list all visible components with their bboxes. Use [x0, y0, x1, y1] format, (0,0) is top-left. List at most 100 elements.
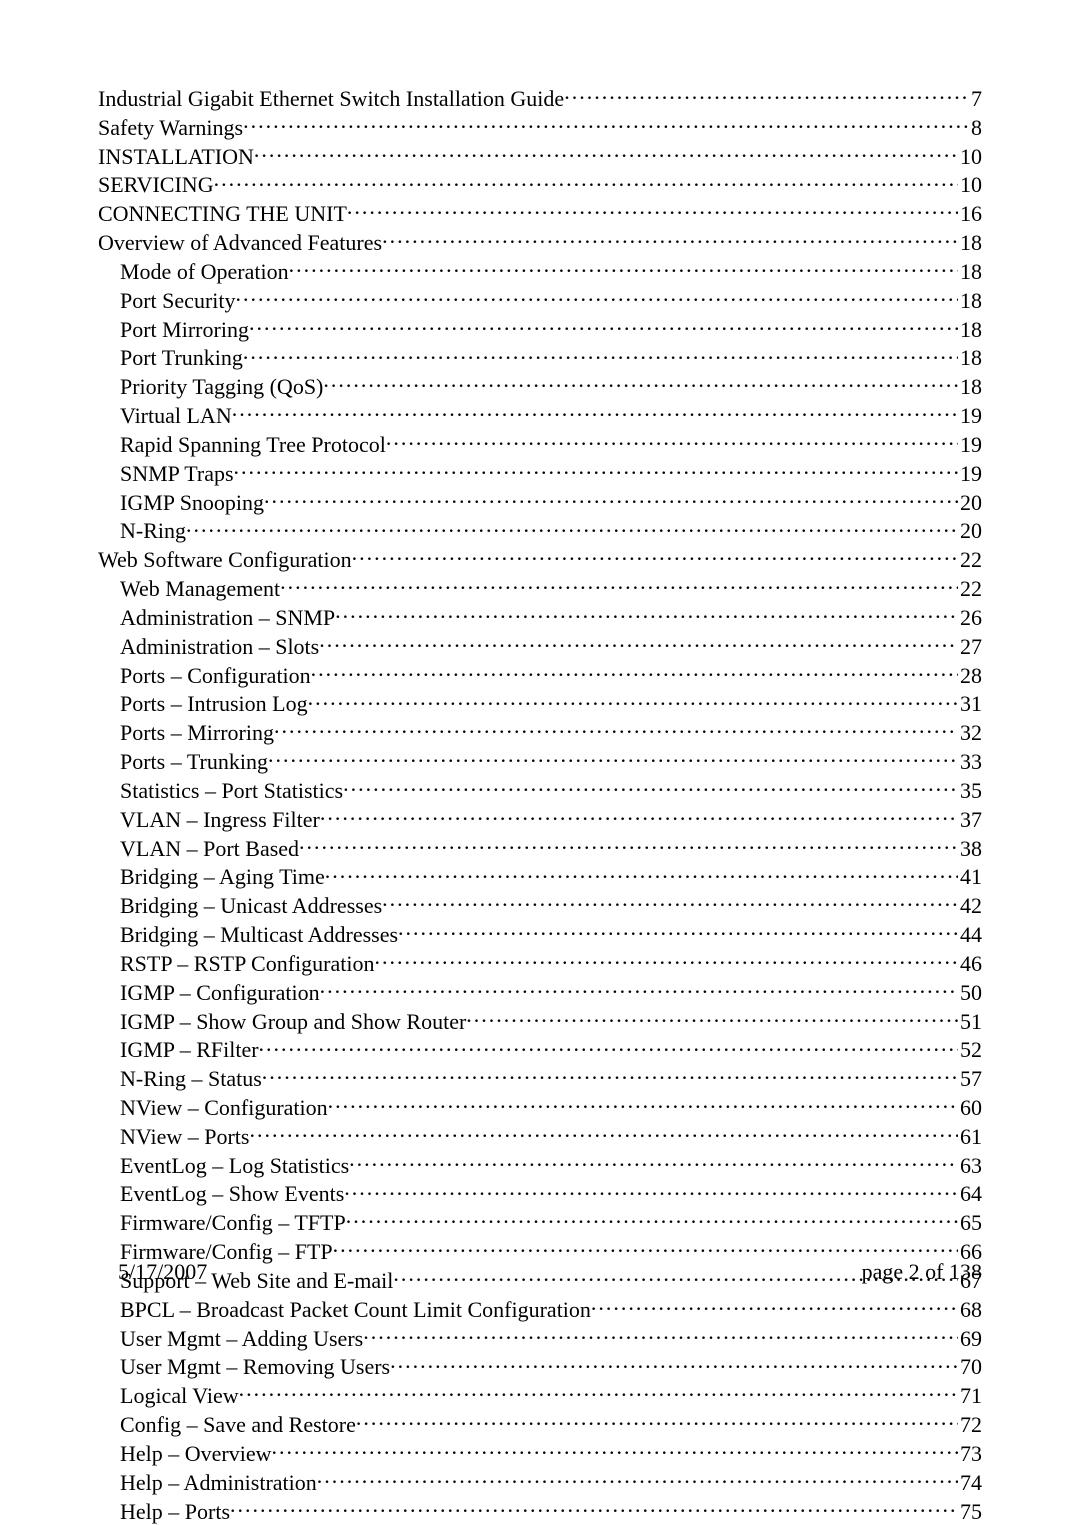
toc-entry-title: Help – Overview — [120, 1441, 272, 1468]
toc-leader-dots — [274, 718, 958, 740]
toc-leader-dots — [239, 1381, 958, 1403]
toc-entry-page: 18 — [958, 259, 982, 286]
toc-entry-title: Ports – Trunking — [120, 749, 268, 776]
toc-entry-title: Virtual LAN — [120, 403, 232, 430]
toc-entry-page: 68 — [958, 1297, 982, 1324]
toc-entry-page: 70 — [958, 1354, 982, 1381]
toc-entry: Bridging – Aging Time41 — [98, 862, 982, 891]
toc-entry: Help – Administration74 — [98, 1468, 982, 1497]
toc-entry-title: Help – Administration — [120, 1470, 317, 1497]
toc-entry-title: Ports – Mirroring — [120, 720, 274, 747]
toc-entry: INSTALLATION10 — [98, 142, 982, 171]
toc-leader-dots — [328, 1093, 958, 1115]
toc-leader-dots — [299, 834, 958, 856]
toc-leader-dots — [308, 689, 958, 711]
toc-entry-page: 44 — [958, 922, 982, 949]
toc-entry-page: 22 — [958, 547, 982, 574]
toc-entry-title: Safety Warnings — [98, 115, 243, 142]
toc-entry: Administration – SNMP26 — [98, 603, 982, 632]
toc-entry: EventLog – Show Events64 — [98, 1179, 982, 1208]
toc-entry: Ports – Configuration 28 — [98, 661, 982, 690]
toc-entry-page: 10 — [958, 172, 982, 199]
toc-leader-dots — [320, 805, 958, 827]
toc-leader-dots — [398, 920, 958, 942]
toc-entry: N-Ring20 — [98, 516, 982, 545]
toc-leader-dots — [230, 1497, 958, 1519]
toc-entry-page: 28 — [958, 663, 982, 690]
toc-entry-page: 37 — [958, 807, 982, 834]
toc-leader-dots — [236, 286, 959, 308]
toc-entry: User Mgmt – Adding Users69 — [98, 1324, 982, 1353]
toc-entry-title: Administration – SNMP — [120, 605, 335, 632]
toc-leader-dots — [325, 862, 958, 884]
page: Industrial Gigabit Ethernet Switch Insta… — [0, 0, 1080, 1397]
toc-entry-page: 19 — [958, 461, 982, 488]
page-footer: 5/17/2007 page 2 of 138 — [118, 1259, 982, 1285]
toc-entry-page: 75 — [958, 1499, 982, 1525]
toc-entry-title: EventLog – Show Events — [120, 1181, 344, 1208]
toc-leader-dots — [320, 978, 958, 1000]
toc-entry-title: EventLog – Log Statistics — [120, 1153, 349, 1180]
footer-date: 5/17/2007 — [118, 1259, 207, 1285]
toc-entry-title: SNMP Traps — [120, 461, 234, 488]
toc-entry: Port Mirroring18 — [98, 315, 982, 344]
toc-leader-dots — [249, 1122, 958, 1144]
toc-entry-page: 27 — [958, 634, 982, 661]
toc-leader-dots — [386, 430, 958, 452]
toc-entry: Industrial Gigabit Ethernet Switch Insta… — [98, 84, 982, 113]
toc-entry-title: NView – Ports — [120, 1124, 249, 1151]
toc-entry-title: Bridging – Aging Time — [120, 864, 325, 891]
toc-entry-title: Rapid Spanning Tree Protocol — [120, 432, 386, 459]
toc-entry-title: IGMP Snooping — [120, 490, 264, 517]
toc-entry: Ports – Mirroring32 — [98, 718, 982, 747]
toc-entry-title: N-Ring – Status — [120, 1066, 262, 1093]
toc-entry-title: Config – Save and Restore — [120, 1412, 356, 1439]
toc-entry: Ports – Trunking33 — [98, 747, 982, 776]
toc-entry-title: Help – Ports — [120, 1499, 230, 1525]
toc-entry-title: Ports – Intrusion Log — [120, 691, 308, 718]
toc-leader-dots — [323, 372, 958, 394]
toc-entry-page: 57 — [958, 1066, 982, 1093]
toc-leader-dots — [344, 1179, 958, 1201]
toc-entry-title: Ports – Configuration — [120, 663, 311, 690]
toc-entry: Overview of Advanced Features18 — [98, 228, 982, 257]
toc-leader-dots — [264, 488, 958, 510]
toc-entry: Help – Overview73 — [98, 1439, 982, 1468]
toc-entry: Rapid Spanning Tree Protocol 19 — [98, 430, 982, 459]
toc-entry: Safety Warnings 8 — [98, 113, 982, 142]
toc-leader-dots — [374, 949, 958, 971]
toc-entry: Virtual LAN19 — [98, 401, 982, 430]
toc-entry-page: 42 — [958, 893, 982, 920]
toc-entry-title: User Mgmt – Adding Users — [120, 1326, 363, 1353]
toc-leader-dots — [262, 1064, 958, 1086]
toc-entry-page: 18 — [958, 317, 982, 344]
toc-entry-page: 35 — [958, 778, 982, 805]
toc-entry: Logical View71 — [98, 1381, 982, 1410]
toc-leader-dots — [254, 142, 958, 164]
toc-entry: IGMP Snooping20 — [98, 488, 982, 517]
toc-entry-title: Port Security — [120, 288, 236, 315]
toc-entry: Help – Ports 75 — [98, 1497, 982, 1525]
toc-leader-dots — [186, 516, 958, 538]
toc-leader-dots — [356, 1410, 958, 1432]
toc-leader-dots — [390, 1352, 958, 1374]
toc-entry-title: Statistics – Port Statistics — [120, 778, 343, 805]
toc-entry-page: 16 — [958, 201, 982, 228]
toc-entry: SNMP Traps 19 — [98, 459, 982, 488]
toc-entry-title: Firmware/Config – TFTP — [120, 1210, 346, 1237]
toc-leader-dots — [346, 1208, 958, 1230]
toc-entry-page: 10 — [958, 144, 982, 171]
toc-entry-page: 18 — [958, 374, 982, 401]
toc-entry-title: BPCL – Broadcast Packet Count Limit Conf… — [120, 1297, 591, 1324]
toc-leader-dots — [363, 1324, 958, 1346]
toc-leader-dots — [319, 632, 958, 654]
toc-leader-dots — [466, 1007, 958, 1029]
toc-leader-dots — [349, 1151, 958, 1173]
toc-leader-dots — [243, 113, 969, 135]
toc-entry-title: Priority Tagging (QoS) — [120, 374, 323, 401]
toc-entry-page: 8 — [969, 115, 982, 142]
toc-entry-page: 19 — [958, 432, 982, 459]
toc-entry-page: 46 — [958, 951, 982, 978]
toc-entry-page: 18 — [958, 345, 982, 372]
toc-entry: NView – Ports61 — [98, 1122, 982, 1151]
